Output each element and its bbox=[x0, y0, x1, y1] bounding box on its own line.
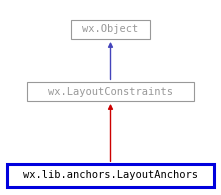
FancyBboxPatch shape bbox=[7, 164, 214, 187]
FancyBboxPatch shape bbox=[71, 20, 150, 38]
FancyBboxPatch shape bbox=[27, 82, 194, 101]
Text: wx.lib.anchors.LayoutAnchors: wx.lib.anchors.LayoutAnchors bbox=[23, 170, 198, 181]
Text: wx.Object: wx.Object bbox=[82, 24, 139, 34]
Text: wx.LayoutConstraints: wx.LayoutConstraints bbox=[48, 87, 173, 97]
